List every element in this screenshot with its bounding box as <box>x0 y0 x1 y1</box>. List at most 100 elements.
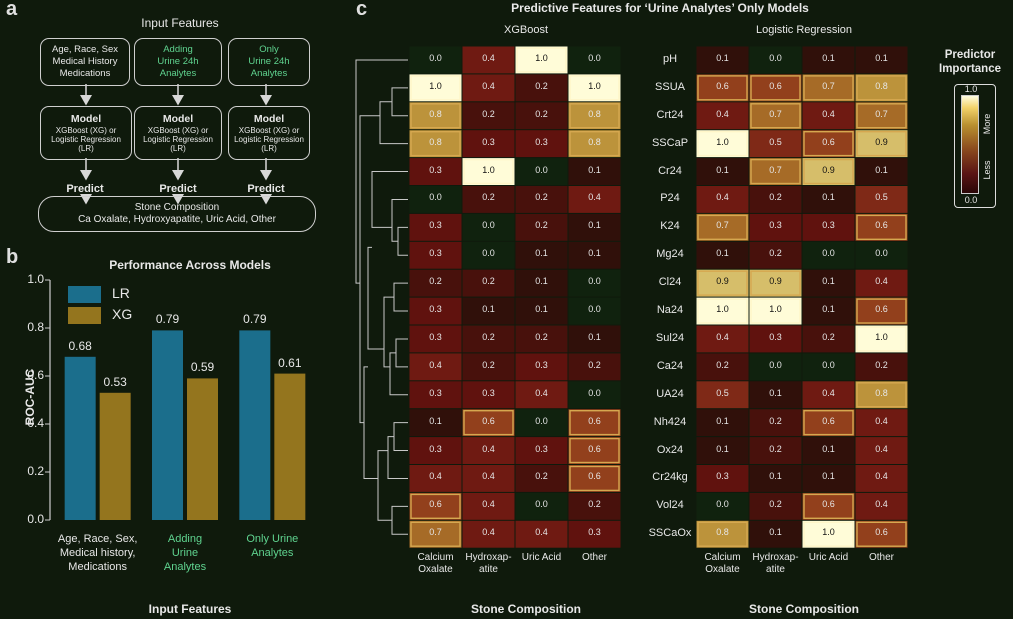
heatmap-cell-highlight <box>750 270 801 296</box>
heatmap-cell <box>802 269 855 297</box>
heatmap-cell-value: 0.1 <box>535 276 548 287</box>
heatmap-cell-highlight <box>856 521 907 547</box>
heatmap-cell <box>749 297 802 325</box>
heatmap-cell <box>696 325 749 353</box>
heatmap-cell-value: 0.1 <box>769 387 782 398</box>
heatmap-feature-label: Crt24 <box>656 108 684 121</box>
bar-value-label: 0.68 <box>68 338 92 353</box>
heatmap-cell <box>802 465 855 492</box>
heatmap-cell-value: 0.7 <box>769 164 782 175</box>
heatmap-cell <box>515 325 568 353</box>
heatmap-cell-value: 0.6 <box>588 443 601 454</box>
heatmap-feature-label: K24 <box>660 220 680 233</box>
dendrogram-branch <box>393 282 408 312</box>
heatmap-column-line: Hydroxap- <box>465 552 512 564</box>
heatmap-cell <box>855 241 908 269</box>
input-line: Adding <box>163 44 193 55</box>
heatmap-cell <box>696 520 749 548</box>
heatmap-cell-value: 1.0 <box>716 304 729 315</box>
output-sub: Ca Oxalate, Hydroxyapatite, Uric Acid, O… <box>78 214 276 225</box>
heatmap-cell-highlight <box>856 326 907 352</box>
heatmap-cell-value: 0.1 <box>588 248 601 259</box>
bar-xg <box>99 392 131 520</box>
heatmap-cell <box>515 186 568 213</box>
heatmap-cell-value: 0.5 <box>769 136 782 147</box>
bar-value-label: 0.53 <box>103 374 127 389</box>
heatmap-column-line: Calcium <box>704 552 741 564</box>
heatmap-cell <box>462 213 515 241</box>
heatmap-cell <box>462 158 515 185</box>
heatmap-column-label: Hydroxap-atite <box>745 552 806 576</box>
heatmap-cell-value: 0.0 <box>482 248 495 259</box>
x-category-label: Only Urine Analytes <box>218 532 326 560</box>
heatmap-cell-value: 0.3 <box>429 443 442 454</box>
heatmap-cell-value: 0.0 <box>535 164 548 175</box>
heatmap-cell-value: 0.6 <box>822 136 835 147</box>
heatmap-cell <box>568 241 621 269</box>
heatmap-cell <box>568 213 621 241</box>
heatmap-cell-value: 0.5 <box>716 387 729 398</box>
heatmap-cell-highlight <box>697 214 748 240</box>
heatmap-cell <box>568 74 621 102</box>
heatmap-cell-value: 0.2 <box>535 220 548 231</box>
heatmap-cell <box>749 46 802 74</box>
heatmap-cell <box>568 381 621 409</box>
heatmap-cell-highlight <box>856 298 907 324</box>
heatmap-cell <box>696 381 749 409</box>
heatmap-cell <box>749 520 802 548</box>
panel-b-letter: b <box>6 246 19 268</box>
model-box-2: Model XGBoost (XG) or Logistic Regressio… <box>134 106 222 160</box>
heatmap-cell-value: 0.8 <box>429 136 442 147</box>
heatmap-cell <box>568 325 621 353</box>
heatmap-cell <box>696 158 749 185</box>
heatmap-feature-label: Na24 <box>656 304 684 317</box>
heatmap-cell <box>515 213 568 241</box>
heatmap-cell <box>855 353 908 381</box>
heatmap-cell <box>409 409 462 437</box>
heatmap-column-line: Calcium <box>417 552 454 564</box>
heatmap-cell <box>802 186 855 213</box>
heatmap-cell-value: 0.9 <box>769 276 782 287</box>
heatmap-cell-value: 0.1 <box>716 415 729 426</box>
output-box: Stone Composition Ca Oxalate, Hydroxyapa… <box>38 196 316 232</box>
heatmap-cell-value: 0.0 <box>588 52 601 63</box>
heatmap-cell-value: 0.2 <box>588 499 601 510</box>
legend-label-lr: LR <box>112 285 130 301</box>
heatmap-model-title-lr: Logistic Regression <box>756 24 852 36</box>
heatmap-cell <box>409 186 462 213</box>
heatmap-cell-highlight <box>856 75 907 101</box>
heatmap-cell-value: 0.1 <box>429 415 442 426</box>
y-tick-label: 1.0 <box>27 272 44 286</box>
heatmap-cell-value: 0.3 <box>769 331 782 342</box>
dendrogram-branch <box>371 171 408 228</box>
heatmap-cell <box>409 492 462 520</box>
heatmap-model-title-xgboost: XGBoost <box>503 24 549 36</box>
dendrogram-branch <box>355 59 408 284</box>
input-box-only-urine: Only Urine 24h Analytes <box>228 38 310 86</box>
heatmap-column-label: Uric Acid <box>511 552 572 564</box>
heatmap-cell-value: 0.4 <box>716 331 729 342</box>
heatmap-cell-value: 0.0 <box>822 248 835 259</box>
heatmap-cell-value: 0.2 <box>429 276 442 287</box>
panel-a-title: Input Features <box>141 16 219 30</box>
heatmap-cell-highlight <box>750 298 801 324</box>
heatmap-cell-value: 1.0 <box>769 304 782 315</box>
model-sub: XGBoost (XG) or <box>147 126 209 135</box>
heatmap-cell <box>462 297 515 325</box>
heatmap-cell <box>855 297 908 325</box>
heatmap-cell <box>696 186 749 213</box>
heatmap-feature-label: Nh424 <box>653 415 687 428</box>
heatmap-cell-value: 0.2 <box>535 331 548 342</box>
heatmap-cell-value: 0.1 <box>588 220 601 231</box>
bar-value-label: 0.79 <box>243 312 267 327</box>
heatmap-cell-value: 0.3 <box>482 136 495 147</box>
heatmap-cell <box>515 520 568 548</box>
dendrogram-branch <box>389 352 408 396</box>
x-category-line: Age, Race, Sex, <box>57 533 138 545</box>
heatmap-cell-value: 0.1 <box>822 304 835 315</box>
input-line: Analytes <box>250 68 288 79</box>
heatmap-cell <box>462 381 515 409</box>
model-sub: Logistic Regression <box>143 135 213 144</box>
bar-xg <box>274 373 306 520</box>
